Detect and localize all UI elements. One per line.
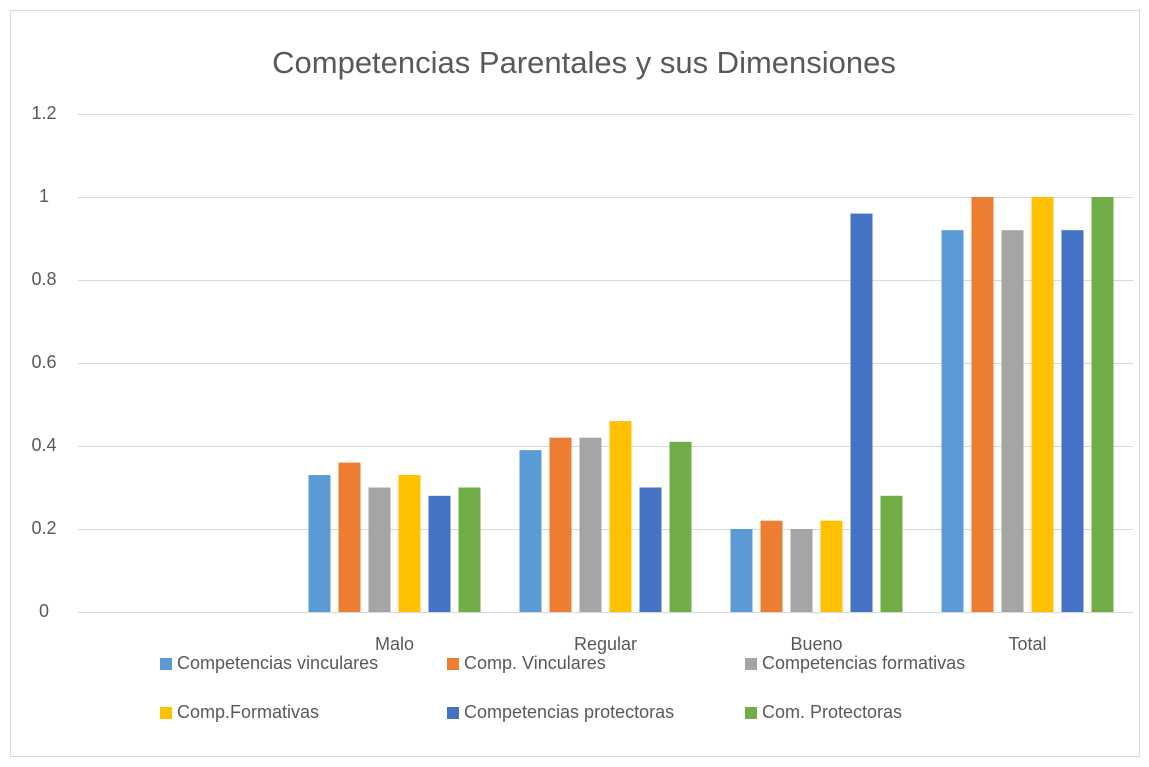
y-tick-label: 0 xyxy=(39,601,49,621)
bar xyxy=(308,475,331,612)
bar xyxy=(790,529,813,612)
chart-title: Competencias Parentales y sus Dimensione… xyxy=(272,45,896,80)
x-tick-label: Malo xyxy=(375,634,414,654)
x-tick-label: Regular xyxy=(574,634,637,654)
bar xyxy=(398,475,421,612)
legend-label: Com. Protectoras xyxy=(762,702,902,722)
bar xyxy=(1001,230,1024,612)
bar xyxy=(519,450,542,612)
y-tick-label: 0.4 xyxy=(31,435,56,455)
bar xyxy=(941,230,964,612)
bar xyxy=(639,487,662,612)
y-tick-label: 0.2 xyxy=(31,518,56,538)
legend-swatch xyxy=(447,658,459,670)
bar xyxy=(458,487,481,612)
x-tick-label: Total xyxy=(1008,634,1046,654)
y-tick-label: 1 xyxy=(39,186,49,206)
bar xyxy=(368,487,391,612)
x-tick-label: Bueno xyxy=(790,634,842,654)
legend-label: Competencias vinculares xyxy=(177,653,378,673)
bar xyxy=(880,495,903,612)
y-tick-label: 0.8 xyxy=(31,269,56,289)
legend-swatch xyxy=(447,707,459,719)
y-tick-label: 1.2 xyxy=(31,103,56,123)
y-tick-label: 0.6 xyxy=(31,352,56,372)
bar xyxy=(1031,197,1054,612)
bar xyxy=(549,437,572,612)
legend-swatch xyxy=(160,707,172,719)
legend-label: Competencias formativas xyxy=(762,653,965,673)
legend-swatch xyxy=(745,658,757,670)
bar xyxy=(609,421,632,612)
bar xyxy=(1091,197,1114,612)
bar xyxy=(579,437,602,612)
bar xyxy=(1061,230,1084,612)
bar xyxy=(428,495,451,612)
legend-label: Comp.Formativas xyxy=(177,702,319,722)
bar xyxy=(669,441,692,612)
legend-swatch xyxy=(160,658,172,670)
bar xyxy=(730,529,753,612)
bar xyxy=(338,462,361,612)
bar xyxy=(971,197,994,612)
bar xyxy=(760,520,783,612)
bar xyxy=(850,213,873,612)
legend-label: Competencias protectoras xyxy=(464,702,674,722)
bar xyxy=(820,520,843,612)
legend-swatch xyxy=(745,707,757,719)
legend-label: Comp. Vinculares xyxy=(464,653,606,673)
